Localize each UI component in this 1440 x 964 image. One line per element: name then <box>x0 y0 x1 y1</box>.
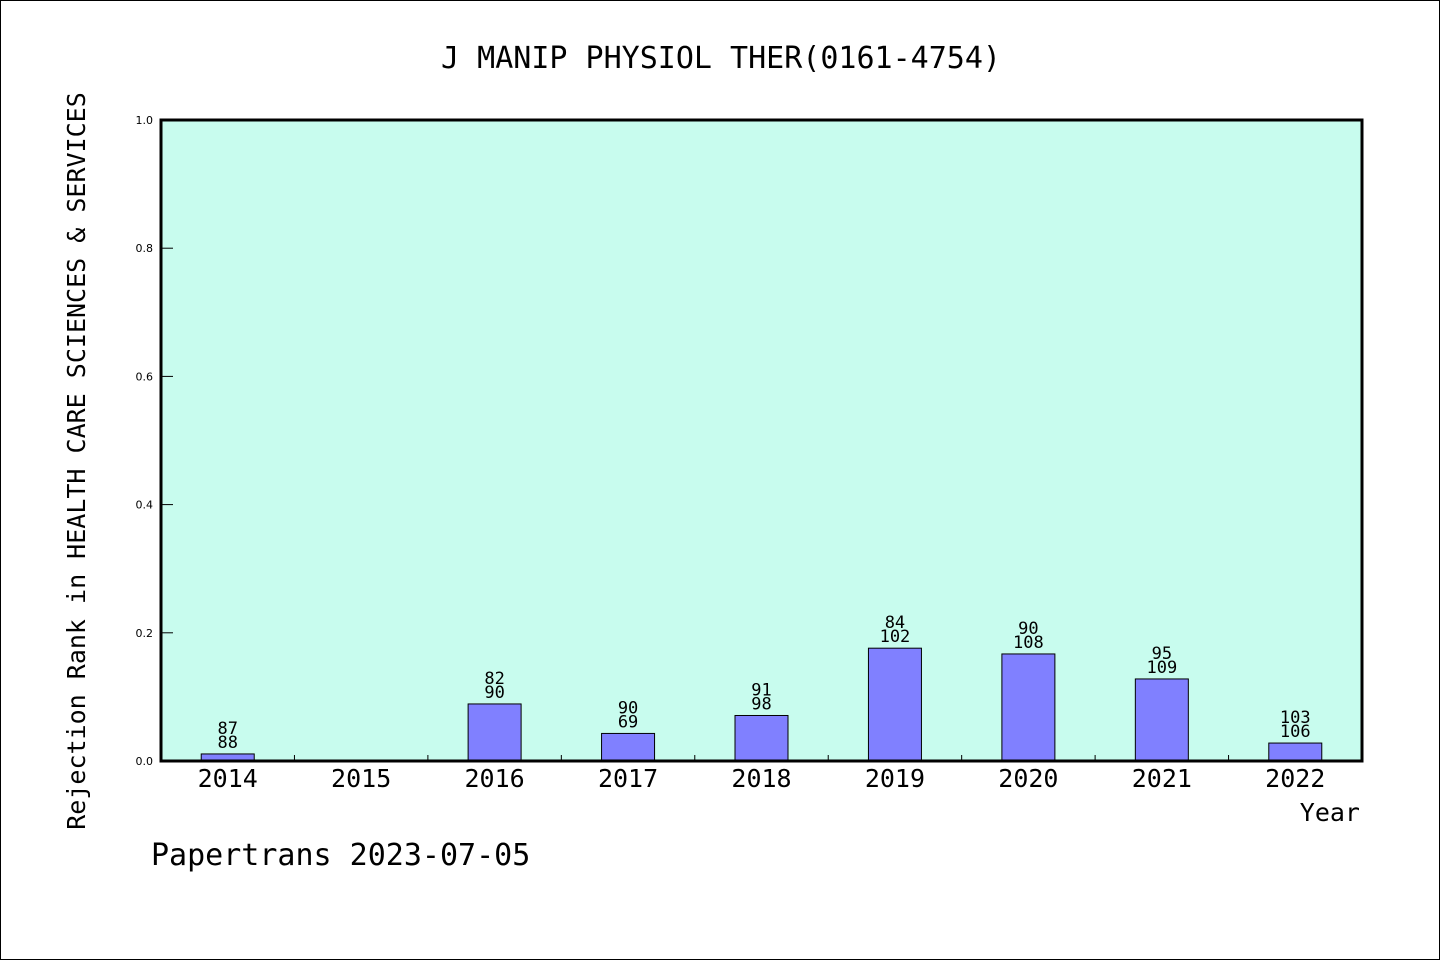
y-tick-label: 0.8 <box>136 242 154 255</box>
bar-label-bottom: 69 <box>618 712 638 732</box>
x-tick-label: 2016 <box>465 764 525 793</box>
y-tick-label: 0.6 <box>136 370 154 383</box>
bars-group <box>200 647 1323 762</box>
plot-border <box>159 118 1364 763</box>
credit-text: Papertrans 2023-07-05 <box>151 838 530 873</box>
x-tick-label: 2020 <box>998 764 1058 793</box>
bar-2021 <box>1134 678 1189 762</box>
bar-label-top: 103 <box>1280 708 1311 728</box>
bar-2017 <box>601 732 656 762</box>
bar-2016 <box>467 703 522 762</box>
bar-2018 <box>734 714 789 762</box>
x-tick-label: 2015 <box>331 764 391 793</box>
x-tick-label: 2019 <box>865 764 925 793</box>
bar-label-top: 87 <box>217 719 237 739</box>
bar-label-bottom: 90 <box>484 683 504 703</box>
bar-2019 <box>867 647 922 762</box>
bar-label-bottom: 88 <box>217 733 237 753</box>
y-tick-label: 0.2 <box>136 627 154 640</box>
bar-label-top: 91 <box>751 680 771 700</box>
y-axis-label: Rejection Rank in HEALTH CARE SCIENCES &… <box>62 92 91 830</box>
x-tick-label: 2017 <box>598 764 658 793</box>
bar-label-top: 82 <box>484 669 504 689</box>
x-tick-label: 2014 <box>198 764 258 793</box>
bar-label-top: 90 <box>618 698 638 718</box>
y-tick-label: 0.0 <box>136 755 154 768</box>
bar-label-top: 90 <box>1018 619 1038 639</box>
y-tick-label: 0.4 <box>136 499 154 512</box>
bar-label-top: 84 <box>885 613 905 633</box>
bar-label-bottom: 109 <box>1146 658 1177 678</box>
chart-title: J MANIP PHYSIOL THER(0161-4754) <box>441 41 1001 76</box>
y-tick-label: 1.0 <box>136 114 154 127</box>
bar-label-bottom: 98 <box>751 694 771 714</box>
x-tick-label: 2018 <box>731 764 791 793</box>
y-axis-ticks: 0.0 0.2 0.4 0.6 0.8 1.0 <box>136 114 173 768</box>
bar-label-bottom: 106 <box>1280 722 1311 742</box>
x-axis-ticks: 2014 2015 2016 2017 2018 2019 2020 2021 2022 <box>198 755 1325 793</box>
plot-area <box>161 120 1362 761</box>
x-tick-label: 2021 <box>1132 764 1192 793</box>
bar-2020 <box>1001 653 1056 762</box>
bar-2022 <box>1268 742 1323 762</box>
bar-label-bottom: 108 <box>1013 633 1044 653</box>
x-axis-label: Year <box>1300 798 1360 827</box>
bar-label-bottom: 102 <box>880 627 911 647</box>
x-tick-label: 2022 <box>1265 764 1325 793</box>
bar-label-top: 95 <box>1152 644 1172 664</box>
